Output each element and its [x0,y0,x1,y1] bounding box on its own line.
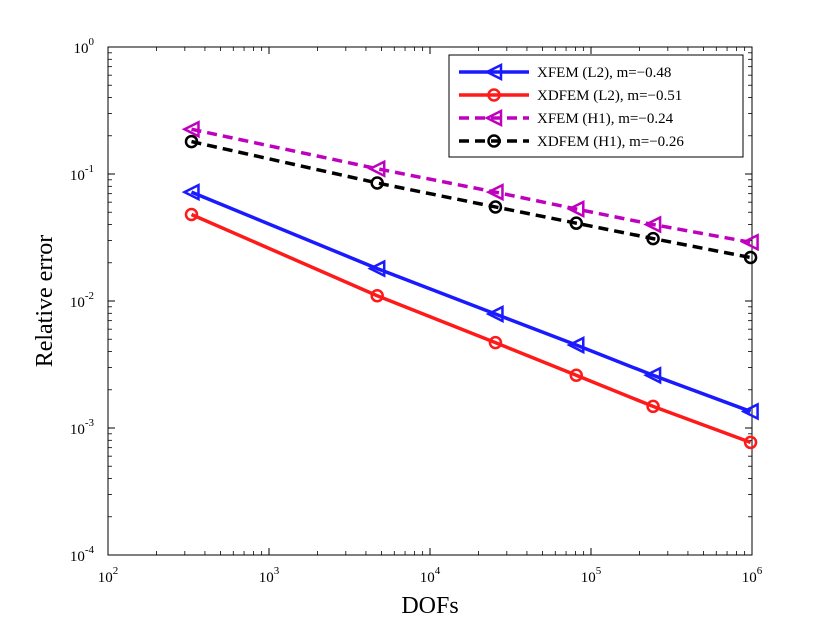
legend-label: XFEM (L2), m=−0.48 [537,65,671,81]
legend-item: XFEM (L2), m=−0.48 [459,62,671,82]
data-point [367,259,386,278]
legend-item: XDFEM (H1), m=−0.26 [459,134,684,150]
legend-marker [487,134,501,148]
data-point [485,304,504,324]
data-point [370,288,384,303]
data-point [643,366,662,385]
data-point [743,435,758,450]
series-line [190,212,752,445]
data-point [743,250,758,265]
data-point [485,183,504,202]
series-1 [181,183,759,421]
data-point [646,231,660,246]
legend-item: XDFEM (L2), m=−0.51 [459,88,682,104]
data-point [646,399,660,414]
data-point [643,215,662,234]
data-point [569,368,584,383]
legend-label: XFEM (H1), m=−0.24 [537,111,674,127]
series-3 [181,120,759,252]
data-point [184,207,199,222]
y-axis-title: Relative error [32,235,58,368]
legend-item: XFEM (H1), m=−0.24 [459,108,674,128]
legend-marker [487,88,501,102]
series-2 [184,207,758,450]
series-line [191,127,751,245]
legend-marker [484,62,503,82]
legend-marker [484,108,503,128]
series-4 [184,134,758,265]
data-point [569,216,584,230]
series-group [181,120,759,450]
data-point [488,200,503,214]
x-axis-title: DOFs [401,593,458,619]
data-point [740,402,759,421]
data-point [184,134,199,149]
data-point [488,335,503,350]
legend-label: XDFEM (H1), m=−0.26 [537,134,684,150]
data-point [740,233,759,252]
series-line [191,139,751,260]
legend: XFEM (L2), m=−0.48 XDFEM (L2), m=−0.51 XFE… [448,54,744,158]
data-point [367,159,386,178]
legend-label: XDFEM (L2), m=−0.51 [537,88,682,104]
data-point [181,183,200,202]
series-line [190,190,752,414]
data-point [566,336,585,355]
data-point [566,199,585,219]
data-point [370,176,384,190]
data-point [181,120,200,139]
